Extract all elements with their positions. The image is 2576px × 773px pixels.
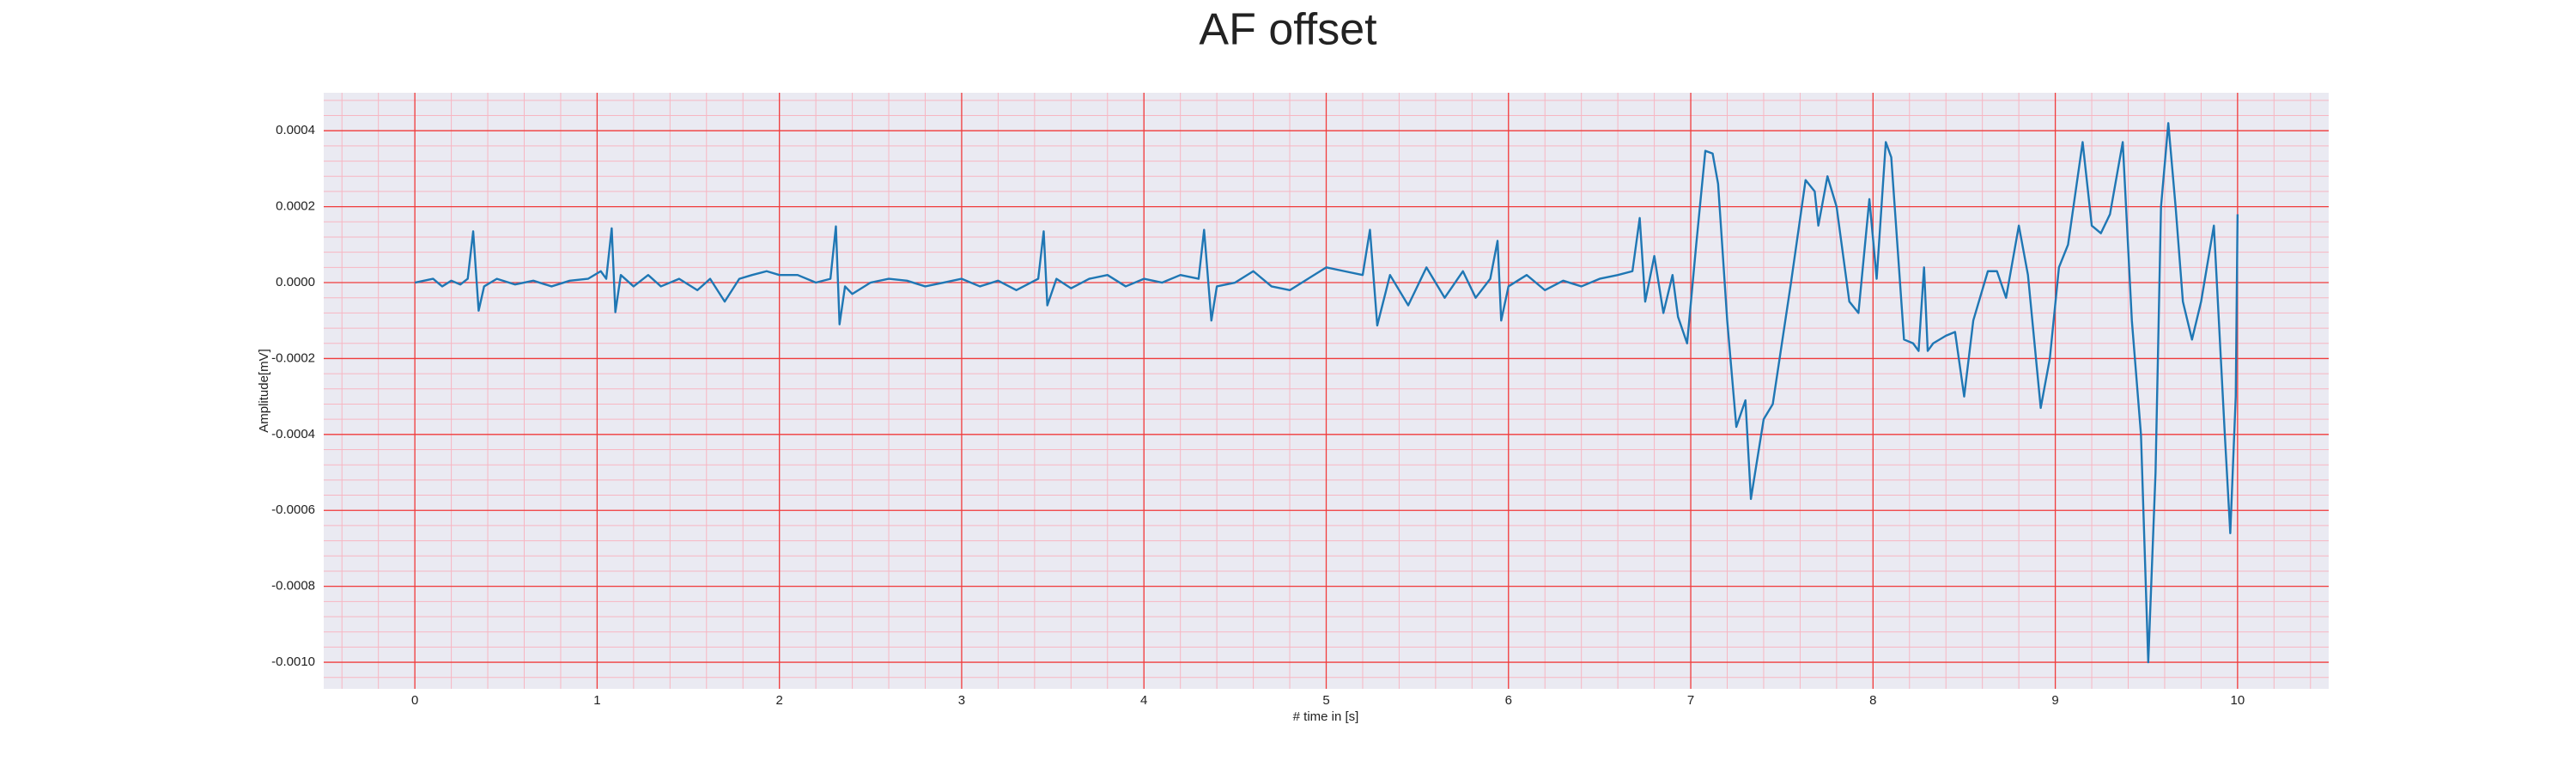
x-tick-label: 9	[2051, 693, 2058, 708]
x-tick-label: 7	[1687, 693, 1694, 708]
y-tick-label: 0.0000	[276, 275, 315, 289]
y-tick-label: 0.0002	[276, 199, 315, 214]
y-tick-label: -0.0008	[271, 579, 315, 593]
signal-line	[414, 122, 2239, 664]
x-tick-label: 5	[1322, 693, 1329, 708]
y-tick-label: 0.0004	[276, 123, 315, 137]
x-tick-label: 8	[1869, 693, 1876, 708]
y-tick-label: -0.0004	[271, 427, 315, 441]
x-tick-label: 1	[593, 693, 600, 708]
y-tick-label: -0.0010	[271, 654, 315, 669]
x-tick-label: 10	[2231, 693, 2245, 708]
x-tick-label: 2	[776, 693, 783, 708]
y-tick-label: -0.0002	[271, 350, 315, 365]
y-tick-label: -0.0006	[271, 502, 315, 517]
x-axis-label: # time in [s]	[1293, 709, 1359, 724]
x-tick-label: 0	[411, 693, 418, 708]
x-tick-label: 4	[1140, 693, 1147, 708]
x-tick-label: 6	[1505, 693, 1512, 708]
x-tick-label: 3	[958, 693, 965, 708]
y-axis-label: Amplitude[mV]	[257, 349, 271, 433]
chart-title: AF offset	[1199, 5, 1377, 55]
major-grid	[324, 93, 2329, 689]
